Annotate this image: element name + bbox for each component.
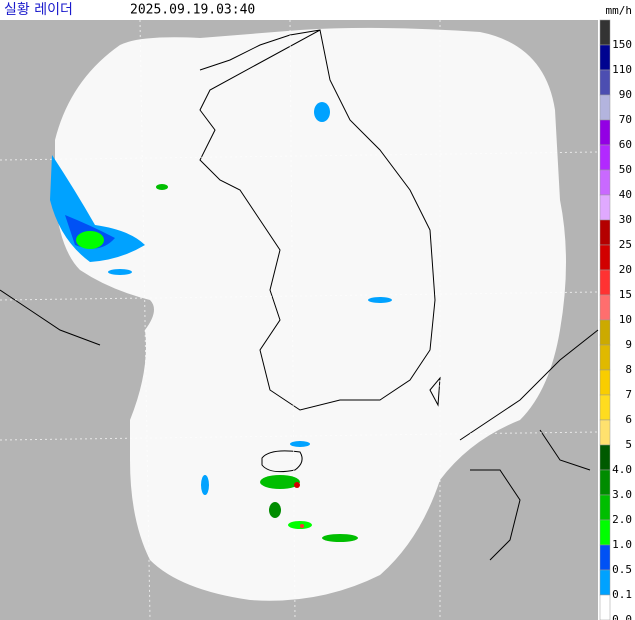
rain-echo bbox=[314, 102, 330, 122]
legend-swatch bbox=[599, 544, 611, 571]
legend-swatch bbox=[599, 69, 611, 96]
legend-label: 6 bbox=[625, 413, 632, 426]
rain-echo bbox=[322, 534, 358, 542]
legend-swatch bbox=[599, 369, 611, 396]
rain-echo bbox=[288, 521, 312, 529]
precipitation bbox=[50, 102, 392, 542]
legend-swatch bbox=[599, 344, 611, 371]
legend-label: 1.0 bbox=[612, 538, 632, 551]
rain-echo bbox=[201, 475, 209, 495]
legend-label: 7 bbox=[625, 388, 632, 401]
legend-swatch bbox=[599, 269, 611, 296]
radar-coverage bbox=[55, 27, 566, 601]
unit: mm/h bbox=[606, 4, 633, 17]
legend-label: 150 bbox=[612, 38, 632, 51]
legend-label: 5 bbox=[625, 438, 632, 451]
coastlines bbox=[0, 29, 599, 561]
legend-swatch bbox=[599, 519, 611, 546]
legend: 150 110 90 70 60 50 40 30 25 20 15 10 9 8 7 6 5 4.0 3.0 2.0… bbox=[599, 19, 632, 620]
legend-label: 15 bbox=[619, 288, 632, 301]
legend-swatch bbox=[599, 94, 611, 121]
rain-echo bbox=[108, 269, 132, 275]
map bbox=[0, 19, 599, 620]
legend-label: 10 bbox=[619, 313, 632, 326]
legend-label: 3.0 bbox=[612, 488, 632, 501]
legend-label: 0.1 bbox=[612, 588, 632, 601]
legend-swatch bbox=[599, 119, 611, 146]
legend-swatch bbox=[599, 44, 611, 71]
legend-swatch bbox=[599, 319, 611, 346]
rain-echo bbox=[76, 231, 104, 249]
legend-label: 30 bbox=[619, 213, 632, 226]
legend-label: 20 bbox=[619, 263, 632, 276]
legend-label: 50 bbox=[619, 163, 632, 176]
rain-echo bbox=[290, 441, 310, 447]
legend-label: 0.5 bbox=[612, 563, 632, 576]
grid bbox=[0, 19, 599, 620]
rain-echo bbox=[156, 184, 168, 190]
legend-swatch bbox=[599, 594, 611, 620]
legend-label: 90 bbox=[619, 88, 632, 101]
legend-label: 40 bbox=[619, 188, 632, 201]
legend-label: 60 bbox=[619, 138, 632, 151]
legend-swatch bbox=[599, 169, 611, 196]
legend-swatch bbox=[599, 219, 611, 246]
rain-echo bbox=[368, 297, 392, 303]
legend-label: 25 bbox=[619, 238, 632, 251]
rain-echo bbox=[269, 502, 281, 518]
legend-swatch bbox=[599, 19, 611, 46]
legend-swatch bbox=[599, 444, 611, 471]
legend-swatch bbox=[599, 494, 611, 521]
legend-label: 4.0 bbox=[612, 463, 632, 476]
legend-label: 9 bbox=[625, 338, 632, 351]
legend-swatch bbox=[599, 394, 611, 421]
legend-swatch bbox=[599, 244, 611, 271]
legend-label: 8 bbox=[625, 363, 632, 376]
timestamp: 2025.09.19.03:40 bbox=[130, 3, 255, 18]
legend-swatch bbox=[599, 194, 611, 221]
rain-echo bbox=[294, 482, 300, 488]
legend-swatch bbox=[599, 469, 611, 496]
legend-swatch bbox=[599, 569, 611, 596]
legend-swatch bbox=[599, 294, 611, 321]
legend-label: 2.0 bbox=[612, 513, 632, 526]
legend-label: 70 bbox=[619, 113, 632, 126]
legend-label: 110 bbox=[612, 63, 632, 76]
rain-echo bbox=[260, 475, 300, 489]
legend-swatch bbox=[599, 144, 611, 171]
rain-echo bbox=[300, 524, 304, 528]
title: 실황 레이더 bbox=[4, 2, 73, 18]
legend-swatch bbox=[599, 419, 611, 446]
legend-label: 0.0 bbox=[612, 613, 632, 620]
